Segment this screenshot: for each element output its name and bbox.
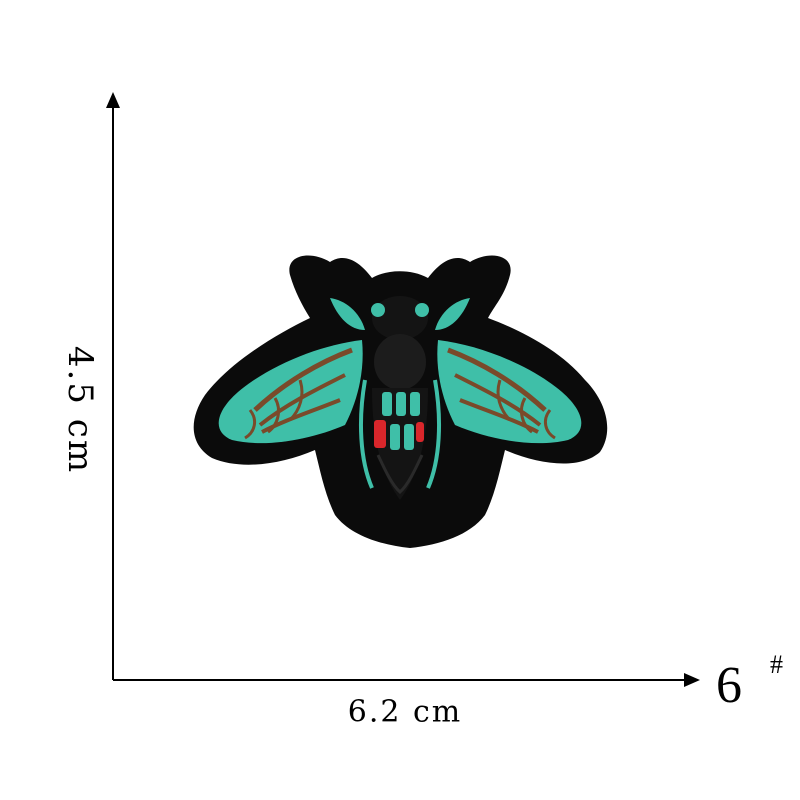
product-number-mark: #	[770, 650, 783, 679]
right-arrow-icon	[684, 673, 700, 687]
right-wing	[437, 340, 582, 444]
up-arrow-icon	[106, 92, 120, 108]
fore-wings	[330, 298, 470, 330]
height-dimension-label: 4.5 cm	[60, 345, 100, 475]
left-wing	[218, 340, 363, 444]
width-dimension-label: 6.2 cm	[347, 694, 463, 730]
bee-body	[358, 296, 442, 500]
product-number: 6	[716, 657, 742, 714]
